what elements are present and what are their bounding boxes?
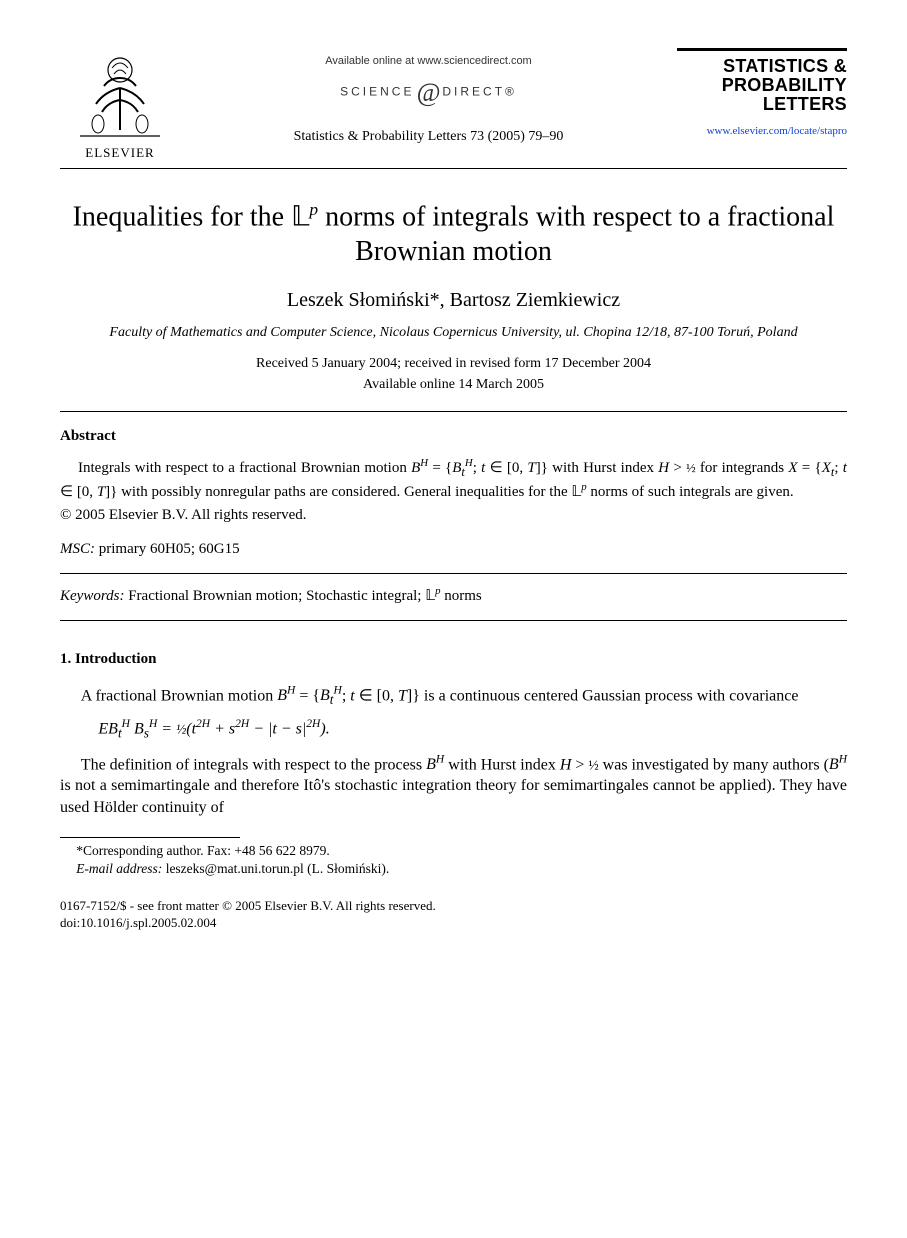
- sd-prefix: SCIENCE: [340, 85, 414, 99]
- footnotes: *Corresponding author. Fax: +48 56 622 8…: [60, 842, 847, 878]
- science-direct-logo: SCIENCE@DIRECT®: [180, 75, 677, 110]
- rule-top: [60, 168, 847, 169]
- email-line: E-mail address: leszeks@mat.uni.torun.pl…: [60, 860, 847, 878]
- journal-reference: Statistics & Probability Letters 73 (200…: [180, 128, 677, 147]
- journal-name-line-1: STATISTICS &: [677, 57, 847, 76]
- doi-line: doi:10.1016/j.spl.2005.02.004: [60, 915, 847, 932]
- msc-value: primary 60H05; 60G15: [95, 541, 240, 557]
- journal-name: STATISTICS & PROBABILITY LETTERS: [677, 57, 847, 114]
- elsevier-tree-logo: [74, 48, 166, 140]
- journal-name-line-3: LETTERS: [677, 95, 847, 114]
- publisher-block: ELSEVIER: [60, 48, 180, 162]
- intro-p1: A fractional Brownian motion BH = {BtH; …: [60, 684, 847, 710]
- publisher-name: ELSEVIER: [60, 144, 180, 162]
- email-value: leszeks@mat.uni.torun.pl (L. Słomiński).: [162, 861, 389, 876]
- email-label: E-mail address:: [76, 861, 162, 876]
- bottom-matter: 0167-7152/$ - see front matter © 2005 El…: [60, 898, 847, 932]
- author-list: Leszek Słomiński*, Bartosz Ziemkiewicz: [60, 287, 847, 314]
- covariance-equation: EBtH BsH = ½(t2H + s2H − |t − s|2H).: [98, 717, 847, 743]
- msc-line: MSC: primary 60H05; 60G15: [60, 539, 847, 559]
- journal-url-link[interactable]: www.elsevier.com/locate/stapro: [677, 124, 847, 139]
- journal-name-line-2: PROBABILITY: [677, 76, 847, 95]
- rule-above-abstract: [60, 411, 847, 412]
- keywords-line: Keywords: Fractional Brownian motion; St…: [60, 584, 847, 606]
- abstract-text: Integrals with respect to a fractional B…: [60, 456, 847, 503]
- front-matter-line: 0167-7152/$ - see front matter © 2005 El…: [60, 898, 847, 915]
- rule-msc: [60, 573, 847, 574]
- section-1-body: A fractional Brownian motion BH = {BtH; …: [60, 684, 847, 710]
- affiliation: Faculty of Mathematics and Computer Scie…: [60, 324, 847, 343]
- header-bar: [677, 48, 847, 51]
- available-date: Available online 14 March 2005: [60, 376, 847, 395]
- footnote-rule: [60, 837, 240, 838]
- corresponding-author: *Corresponding author. Fax: +48 56 622 8…: [60, 842, 847, 860]
- abstract-copyright: © 2005 Elsevier B.V. All rights reserved…: [60, 505, 847, 525]
- msc-label: MSC:: [60, 541, 95, 557]
- sd-suffix: DIRECT®: [442, 85, 517, 99]
- section-1-heading: 1. Introduction: [60, 649, 847, 669]
- article-title: Inequalities for the 𝕃p norms of integra…: [60, 199, 847, 269]
- intro-p2: The definition of integrals with respect…: [60, 753, 847, 819]
- section-1-body-2: The definition of integrals with respect…: [60, 753, 847, 819]
- available-online-text: Available online at www.sciencedirect.co…: [180, 54, 677, 69]
- keywords-label: Keywords:: [60, 588, 124, 604]
- header-right: STATISTICS & PROBABILITY LETTERS www.els…: [677, 48, 847, 139]
- header-center: Available online at www.sciencedirect.co…: [180, 48, 677, 147]
- keywords-value: Fractional Brownian motion; Stochastic i…: [124, 588, 481, 604]
- received-dates: Received 5 January 2004; received in rev…: [60, 355, 847, 374]
- rule-below-keywords: [60, 620, 847, 621]
- page-header: ELSEVIER Available online at www.science…: [60, 48, 847, 162]
- sd-at-icon: @: [416, 75, 440, 110]
- abstract-heading: Abstract: [60, 426, 847, 446]
- abstract-body: Integrals with respect to a fractional B…: [60, 456, 847, 503]
